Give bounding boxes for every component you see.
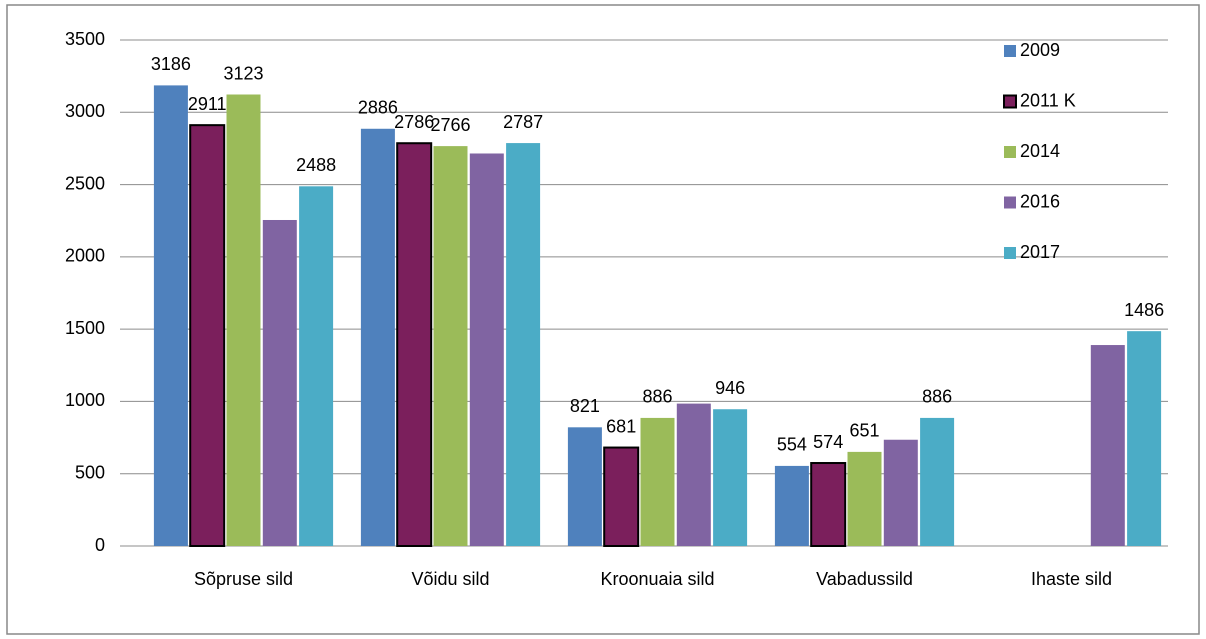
x-tick-label: Kroonuaia sild bbox=[600, 569, 714, 589]
bar bbox=[189, 124, 226, 548]
y-tick-label: 0 bbox=[95, 535, 105, 555]
data-label: 554 bbox=[777, 435, 807, 455]
data-label: 3123 bbox=[223, 63, 263, 83]
data-label: 2786 bbox=[394, 112, 434, 132]
legend-label: 2014 bbox=[1020, 141, 1060, 161]
bar bbox=[640, 417, 675, 546]
bar bbox=[226, 94, 261, 547]
bar bbox=[262, 219, 297, 546]
y-tick-label: 500 bbox=[75, 462, 105, 482]
bar bbox=[774, 465, 809, 546]
bar bbox=[810, 462, 847, 547]
data-label: 2766 bbox=[430, 115, 470, 135]
data-label: 2488 bbox=[296, 155, 336, 175]
data-label: 2886 bbox=[358, 98, 398, 118]
y-tick-label: 2000 bbox=[65, 246, 105, 266]
y-tick-label: 1500 bbox=[65, 318, 105, 338]
data-label: 886 bbox=[642, 387, 672, 407]
data-label: 1486 bbox=[1124, 300, 1164, 320]
data-label: 886 bbox=[922, 387, 952, 407]
data-label: 946 bbox=[715, 378, 745, 398]
bar bbox=[603, 446, 640, 547]
x-tick-label: Sõpruse sild bbox=[194, 569, 293, 589]
legend-swatch bbox=[1003, 94, 1017, 109]
y-tick-label: 1000 bbox=[65, 390, 105, 410]
x-tick-label: Võidu sild bbox=[411, 569, 489, 589]
bar bbox=[847, 451, 882, 546]
bar bbox=[153, 85, 188, 546]
legend-label: 2009 bbox=[1020, 40, 1060, 60]
bar bbox=[360, 128, 395, 547]
data-label: 2911 bbox=[188, 94, 227, 114]
y-tick-label: 3000 bbox=[65, 101, 105, 121]
bar bbox=[299, 186, 334, 547]
bar bbox=[1090, 345, 1125, 546]
bar bbox=[713, 409, 748, 546]
legend-label: 2011 K bbox=[1020, 90, 1076, 110]
bar bbox=[920, 417, 955, 546]
legend-swatch bbox=[1004, 247, 1016, 259]
bar bbox=[676, 403, 711, 546]
x-tick-label: Vabadussild bbox=[816, 569, 913, 589]
y-tick-label: 3500 bbox=[65, 29, 105, 49]
data-label: 2787 bbox=[503, 112, 543, 132]
legend-swatch bbox=[1004, 196, 1016, 209]
bar bbox=[433, 146, 468, 547]
legend-label: 2016 bbox=[1020, 191, 1060, 211]
bar bbox=[506, 143, 541, 547]
legend-swatch bbox=[1004, 45, 1016, 57]
y-tick-label: 2500 bbox=[65, 173, 105, 193]
data-label: 821 bbox=[570, 396, 600, 416]
data-label: 651 bbox=[849, 421, 879, 441]
x-tick-label: Ihaste sild bbox=[1031, 569, 1112, 589]
legend-label: 2017 bbox=[1020, 242, 1060, 262]
bar bbox=[1127, 331, 1162, 546]
bar bbox=[469, 153, 504, 546]
bar bbox=[396, 142, 433, 547]
legend-swatch bbox=[1004, 146, 1016, 158]
data-label: 574 bbox=[813, 432, 843, 452]
data-label: 3186 bbox=[151, 54, 191, 74]
bar bbox=[883, 439, 918, 546]
data-label: 681 bbox=[606, 416, 636, 436]
bar bbox=[567, 427, 602, 546]
